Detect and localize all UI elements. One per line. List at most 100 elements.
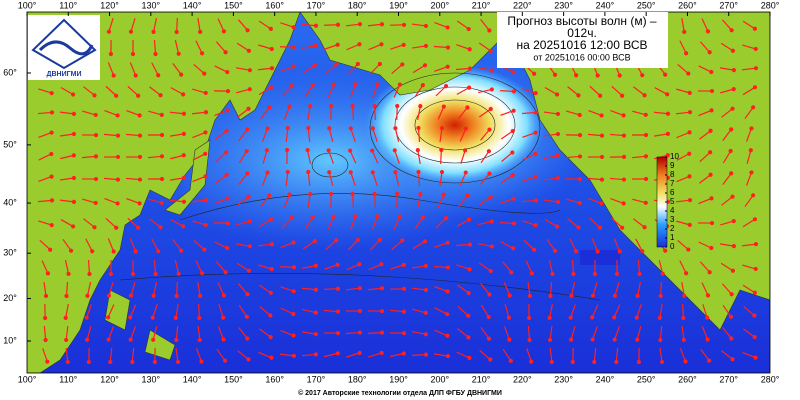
colorbar-label: 6 [670, 188, 675, 197]
arrow-head [568, 337, 574, 342]
arrow-head [728, 314, 734, 319]
wave-arrow [701, 282, 709, 296]
arrow-head [752, 334, 757, 340]
wave-arrow [214, 109, 228, 117]
map-area [27, 12, 770, 373]
arrow-head [306, 125, 311, 131]
lon-label-bottom: 200° [430, 374, 449, 384]
wave-arrow [411, 265, 427, 269]
wave-arrow [720, 88, 734, 94]
arrow-head [247, 87, 252, 92]
arrow-head [395, 191, 400, 197]
wave-arrow [544, 154, 558, 160]
arrow-head [665, 153, 670, 158]
wave-arrow [237, 283, 249, 295]
arrow-head [682, 293, 687, 298]
arrow-head [176, 271, 181, 276]
wave-arrow [437, 106, 445, 120]
wave-arrow [302, 265, 316, 269]
lon-label-top: 120° [100, 0, 119, 10]
wave-arrow [675, 111, 691, 115]
arrow-head [750, 193, 756, 198]
arrow-head [370, 126, 375, 131]
arrow-head [156, 73, 161, 78]
wave-arrow [593, 347, 597, 363]
wave-arrow [456, 264, 470, 270]
arrow-head [617, 249, 622, 254]
arrow-head [313, 23, 319, 28]
arrow-head [85, 337, 90, 342]
arrow-head [465, 105, 470, 110]
wave-arrow [367, 287, 383, 291]
arrow-head [620, 93, 625, 98]
arrow-head [552, 72, 558, 77]
wave-arrow [458, 107, 468, 119]
wave-arrow [566, 198, 580, 204]
wave-arrow [176, 281, 178, 297]
arrow-head [308, 103, 313, 109]
arrow-head [285, 147, 290, 153]
arrow-head [108, 51, 114, 57]
arrow-head [571, 271, 576, 277]
arrow-head [423, 310, 428, 315]
wave-arrow [170, 87, 184, 95]
arrow-head [133, 249, 138, 254]
arrow-head [463, 148, 468, 153]
logo [28, 15, 100, 80]
lon-label-top: 170° [307, 0, 326, 10]
arrow-head [87, 271, 92, 277]
arrow-head [64, 293, 69, 299]
arrow-head [467, 355, 472, 360]
arrow-head [488, 357, 493, 362]
colorbar-label: 1 [670, 233, 675, 242]
wave-arrow [107, 62, 115, 76]
arrow-head [291, 289, 296, 294]
wave-arrow [151, 238, 159, 252]
arrow-head [730, 48, 736, 53]
arrow-head [467, 267, 472, 272]
arrow-head [84, 315, 89, 320]
arrow-head [264, 148, 269, 153]
wave-arrow [719, 243, 735, 247]
wave-arrow [676, 131, 690, 139]
arrow-head [445, 240, 450, 245]
lon-label-bottom: 250° [637, 374, 656, 384]
wave-arrow [411, 23, 427, 27]
arrow-head [752, 85, 758, 90]
lon-label-bottom: 280° [761, 374, 780, 384]
arrow-head [151, 29, 156, 34]
lon-label-top: 260° [678, 0, 697, 10]
wave-arrow [301, 353, 317, 357]
arrow-head [507, 337, 512, 342]
arrow-head [439, 125, 445, 131]
arrow-head [114, 93, 119, 98]
arrow-head [753, 242, 759, 247]
wave-arrow [570, 326, 576, 340]
wave-arrow [175, 325, 179, 341]
arrow-head [635, 337, 640, 342]
arrow-head [439, 147, 444, 153]
wave-arrow [108, 18, 114, 32]
arrow-head [595, 73, 600, 78]
arrow-head [592, 271, 598, 277]
wave-arrow [721, 350, 733, 360]
wave-arrow [258, 264, 272, 270]
wave-arrow [192, 131, 206, 139]
wave-arrow [523, 239, 535, 251]
arrow-head [289, 215, 294, 221]
arrow-head [269, 266, 274, 272]
arrow-head [511, 108, 516, 113]
arrow-head [247, 68, 252, 73]
wave-arrow [681, 18, 685, 32]
wave-arrow [195, 260, 203, 274]
arrow-head [173, 315, 178, 320]
wave-arrow [741, 67, 757, 71]
arrow-head [49, 198, 55, 203]
arrow-head [350, 191, 355, 197]
arrow-head [377, 237, 382, 243]
arrow-head [246, 357, 251, 362]
arrow-head [375, 82, 380, 87]
arrow-head [308, 191, 313, 197]
arrow-head [463, 126, 468, 131]
wave-arrow [719, 67, 735, 71]
